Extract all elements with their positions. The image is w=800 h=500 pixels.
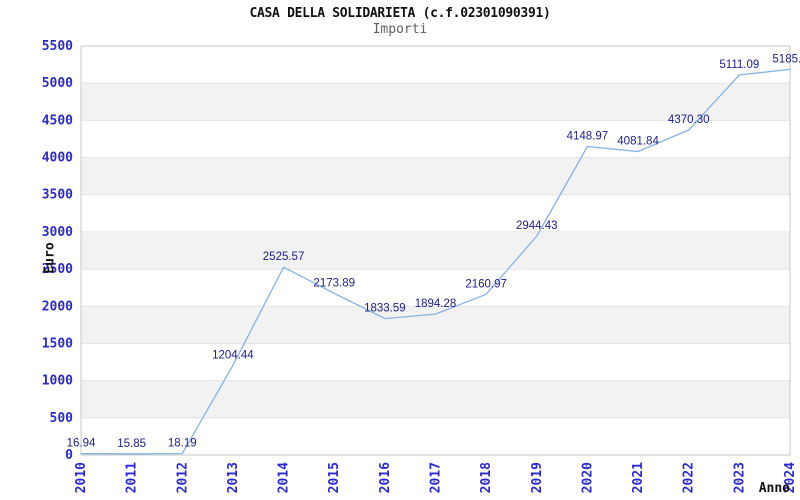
plot-band	[81, 306, 790, 344]
y-tick-label: 2000	[42, 299, 73, 314]
y-tick-label: 4000	[42, 151, 73, 166]
plot-band	[81, 380, 790, 418]
x-tick-label: 2017	[429, 462, 444, 493]
y-tick-label: 5500	[42, 39, 73, 54]
data-label: 4081.84	[617, 135, 659, 147]
x-tick-label: 2018	[479, 462, 494, 493]
plot-border	[80, 45, 791, 456]
chart-title: CASA DELLA SOLIDARIETA (c.f.02301090391)	[249, 6, 551, 21]
x-tick-label: 2016	[378, 462, 393, 493]
plot-band	[81, 83, 790, 121]
plot-band	[81, 231, 790, 270]
y-tick-label: 500	[50, 411, 74, 426]
x-tick-label: 2022	[682, 462, 697, 493]
chart-subtitle: Importi	[372, 22, 428, 37]
x-tick-label: 2024	[783, 462, 798, 493]
x-tick-label: 2019	[530, 462, 545, 493]
data-label: 5111.09	[719, 59, 759, 71]
x-tick-label: 2021	[631, 462, 646, 493]
x-axis-title: Anno	[758, 481, 790, 496]
data-label: 18.19	[168, 438, 197, 450]
y-tick-label: 1000	[42, 374, 73, 389]
data-label: 1894.28	[415, 298, 457, 310]
y-tick-label: 1500	[42, 336, 73, 351]
x-tick-label: 2014	[277, 462, 292, 493]
x-tick-label: 2010	[74, 462, 89, 493]
y-tick-label: 3000	[42, 225, 73, 240]
y-tick-label: 5000	[42, 76, 73, 91]
data-label: 2160.97	[465, 278, 507, 290]
data-line	[80, 68, 791, 455]
data-label: 2944.43	[516, 220, 558, 232]
x-tick-label: 2012	[175, 462, 190, 493]
y-axis-title: Euro	[42, 242, 58, 274]
data-label: 2525.57	[263, 251, 305, 263]
data-label: 4148.97	[567, 130, 609, 142]
y-tick-label: 4500	[42, 113, 73, 128]
data-label: 4370.30	[668, 114, 710, 126]
data-label: 1833.59	[364, 303, 406, 315]
x-tick-label: 2020	[580, 462, 595, 493]
data-label: 15.85	[117, 438, 146, 450]
x-tick-label: 2023	[732, 462, 747, 493]
data-label: 5185.7	[772, 53, 800, 65]
y-tick-label: 3500	[42, 188, 73, 203]
y-tick-label: 0	[65, 448, 73, 463]
data-label: 16.94	[67, 438, 96, 450]
plot-band	[81, 157, 790, 195]
y-tick-label: 2500	[42, 262, 73, 277]
data-label: 1204.44	[212, 349, 254, 361]
data-label: 2173.89	[313, 277, 355, 289]
x-tick-label: 2011	[125, 462, 140, 493]
x-tick-label: 2015	[327, 462, 342, 493]
x-tick-label: 2013	[226, 462, 241, 493]
